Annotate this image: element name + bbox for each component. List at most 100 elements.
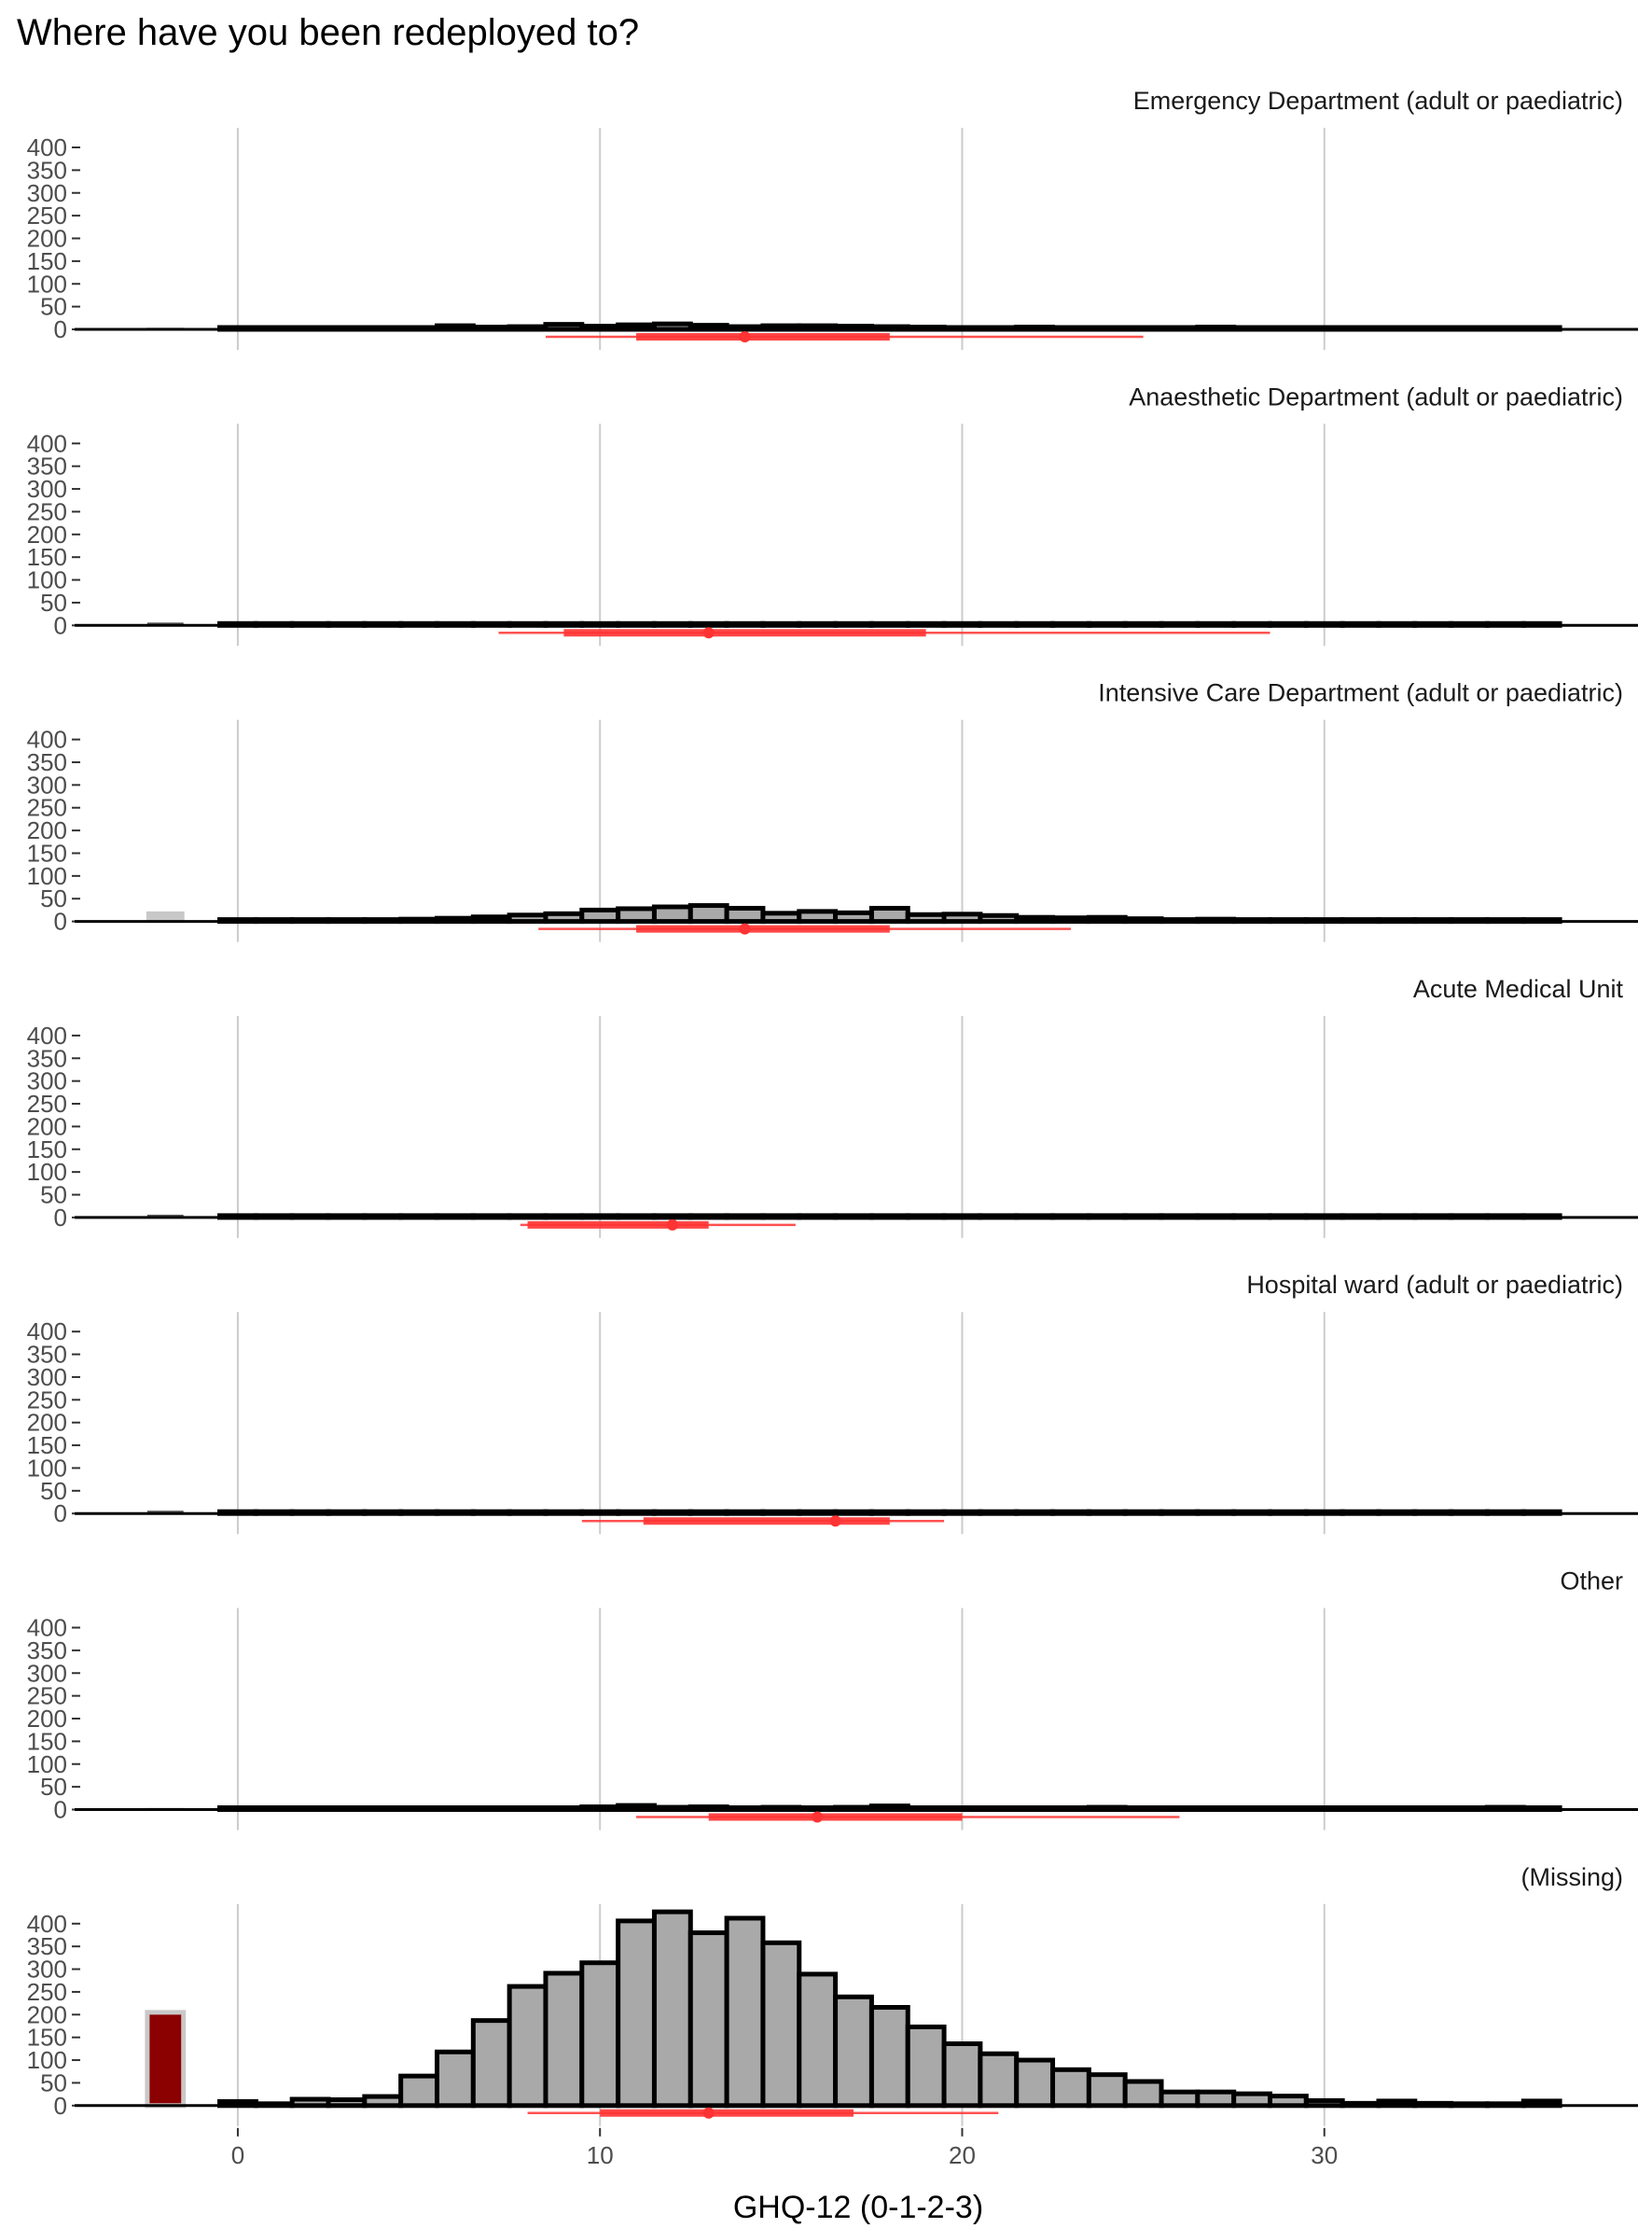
histogram-bar bbox=[724, 1915, 766, 2109]
histogram-bar bbox=[833, 1994, 874, 2109]
facet-strip-label: Other bbox=[1560, 1567, 1623, 1595]
y-tick-label: 100 bbox=[27, 566, 67, 594]
y-tick-label: 150 bbox=[27, 2024, 67, 2052]
y-tick-label: 0 bbox=[54, 908, 67, 936]
x-axis: 0 10 20 30 bbox=[231, 2127, 1338, 2169]
histogram-bar bbox=[579, 907, 621, 925]
histogram-bar bbox=[1050, 2067, 1091, 2109]
y-tick-label: 400 bbox=[27, 1910, 67, 1938]
histogram-bar bbox=[1014, 2057, 1056, 2109]
y-tick-label: 150 bbox=[27, 1727, 67, 1755]
y-tick-label: 200 bbox=[27, 1409, 67, 1437]
missing-bar bbox=[145, 2010, 187, 2109]
y-tick-label: 50 bbox=[40, 1477, 67, 1505]
facet-strip-label: Emergency Department (adult or paediatri… bbox=[1133, 87, 1623, 115]
y-tick-label: 250 bbox=[27, 497, 67, 525]
y-tick-label: 100 bbox=[27, 1158, 67, 1186]
x-tick-label: 10 bbox=[587, 2141, 614, 2169]
y-tick-label: 50 bbox=[40, 884, 67, 912]
y-tick-label: 400 bbox=[27, 133, 67, 161]
histogram-bar bbox=[1231, 2091, 1273, 2109]
histogram-bar bbox=[868, 2005, 910, 2109]
chart-title: Where have you been redeployed to? bbox=[17, 12, 639, 53]
y-tick-label: 0 bbox=[54, 611, 67, 639]
y-tick-label: 50 bbox=[40, 2068, 67, 2096]
y-tick-label: 300 bbox=[27, 1067, 67, 1095]
summary-median-point bbox=[702, 627, 715, 639]
histogram-bar bbox=[941, 2041, 983, 2109]
y-tick-label: 50 bbox=[40, 1773, 67, 1801]
histogram-bar bbox=[616, 906, 657, 925]
facet-strip-label: Hospital ward (adult or paediatric) bbox=[1246, 1271, 1623, 1299]
y-tick-label: 100 bbox=[27, 1454, 67, 1482]
summary-median-point bbox=[739, 923, 751, 935]
y-tick-label: 250 bbox=[27, 202, 67, 230]
y-tick-label: 150 bbox=[27, 1135, 67, 1163]
y-tick-label: 100 bbox=[27, 270, 67, 298]
facet-panel: Hospital ward (adult or paediatric) 05010… bbox=[27, 1271, 1638, 1535]
summary-median-point bbox=[812, 1811, 824, 1823]
y-tick-label: 50 bbox=[40, 293, 67, 321]
histogram-bar bbox=[760, 1940, 802, 2109]
y-tick-label: 300 bbox=[27, 179, 67, 207]
y-tick-label: 0 bbox=[54, 1499, 67, 1527]
y-tick-label: 150 bbox=[27, 543, 67, 571]
y-tick-label: 350 bbox=[27, 1932, 67, 1960]
x-tick-label: 30 bbox=[1311, 2141, 1338, 2169]
histogram-bar bbox=[507, 1984, 548, 2109]
y-tick-label: 150 bbox=[27, 839, 67, 867]
facet-strip-label: Intensive Care Department (adult or paed… bbox=[1098, 679, 1623, 707]
y-tick-label: 250 bbox=[27, 1386, 67, 1413]
y-tick-label: 150 bbox=[27, 1431, 67, 1459]
y-tick-label: 300 bbox=[27, 1363, 67, 1391]
y-tick-label: 400 bbox=[27, 429, 67, 457]
y-tick-label: 350 bbox=[27, 156, 67, 184]
summary-median-point bbox=[702, 2107, 715, 2119]
y-tick-label: 300 bbox=[27, 1956, 67, 1984]
histogram-bar bbox=[724, 905, 766, 925]
summary-median-point bbox=[666, 1218, 678, 1231]
y-tick-label: 400 bbox=[27, 1317, 67, 1345]
histogram-bar bbox=[1159, 2089, 1201, 2109]
facet-strip-label: (Missing) bbox=[1520, 1863, 1623, 1891]
facet-panel: Anaesthetic Department (adult or paediat… bbox=[27, 383, 1638, 647]
histogram-bar bbox=[579, 1960, 621, 2109]
facet-panel: Intensive Care Department (adult or paed… bbox=[27, 679, 1638, 942]
histogram-bar bbox=[1195, 2089, 1237, 2109]
x-tick-label: 20 bbox=[949, 2141, 976, 2169]
y-tick-label: 100 bbox=[27, 2046, 67, 2074]
facet-strip-label: Acute Medical Unit bbox=[1413, 975, 1624, 1003]
y-tick-label: 350 bbox=[27, 453, 67, 480]
y-tick-label: 50 bbox=[40, 1181, 67, 1209]
y-tick-label: 300 bbox=[27, 1659, 67, 1687]
histogram-bar bbox=[398, 2073, 439, 2109]
histogram-bar bbox=[543, 1970, 585, 2109]
y-tick-label: 0 bbox=[54, 2092, 67, 2120]
summary-median-point bbox=[739, 331, 751, 342]
y-tick-label: 0 bbox=[54, 1204, 67, 1232]
facet-strip-label: Anaesthetic Department (adult or paediat… bbox=[1129, 383, 1623, 411]
y-tick-label: 150 bbox=[27, 247, 67, 275]
y-tick-label: 0 bbox=[54, 1796, 67, 1824]
y-tick-label: 200 bbox=[27, 816, 67, 844]
y-tick-label: 250 bbox=[27, 1682, 67, 1710]
y-tick-label: 250 bbox=[27, 794, 67, 822]
histogram-bar bbox=[470, 2018, 512, 2109]
y-tick-label: 100 bbox=[27, 1750, 67, 1778]
histogram-bar bbox=[797, 1971, 839, 2109]
histogram-bar bbox=[651, 904, 693, 925]
y-tick-label: 200 bbox=[27, 2000, 67, 2028]
x-tick-label: 0 bbox=[231, 2141, 244, 2169]
y-tick-label: 200 bbox=[27, 225, 67, 253]
y-tick-label: 350 bbox=[27, 748, 67, 776]
y-tick-label: 300 bbox=[27, 771, 67, 799]
y-tick-label: 50 bbox=[40, 589, 67, 617]
y-tick-label: 0 bbox=[54, 315, 67, 343]
histogram-bar bbox=[797, 909, 839, 925]
histogram-bar bbox=[1122, 2079, 1164, 2109]
y-tick-label: 350 bbox=[27, 1341, 67, 1369]
y-tick-label: 200 bbox=[27, 1705, 67, 1733]
y-tick-label: 100 bbox=[27, 862, 67, 890]
